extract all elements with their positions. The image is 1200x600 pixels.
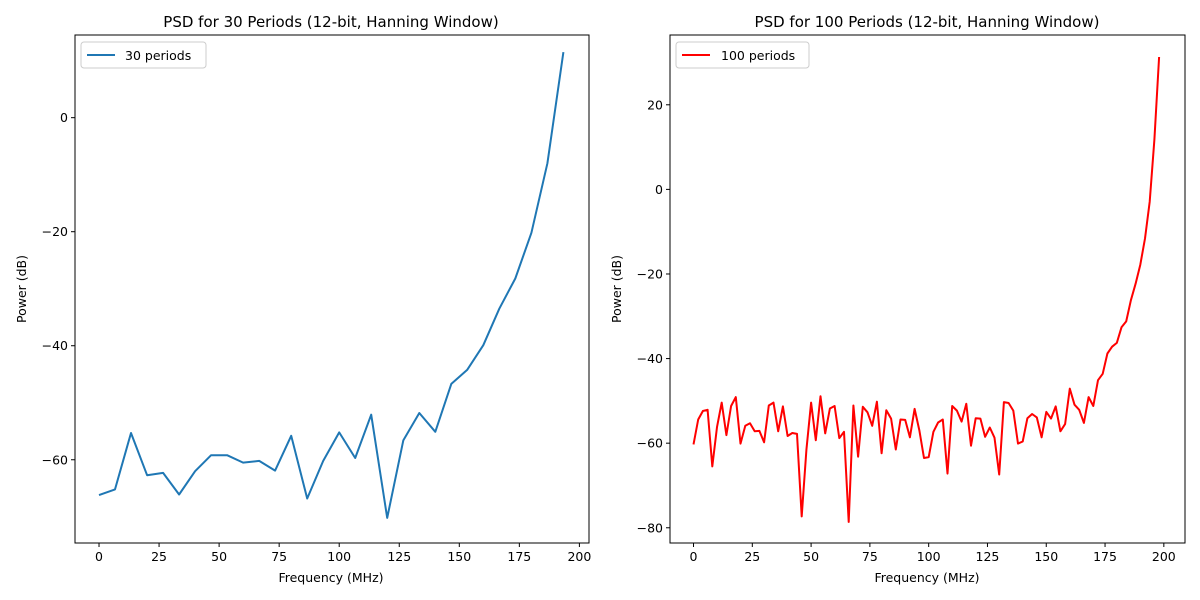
chart-title: PSD for 100 Periods (12-bit, Hanning Win…: [755, 13, 1100, 31]
y-tick-label: −80: [637, 520, 663, 535]
legend-box: [80, 41, 207, 69]
x-tick-label: 0: [95, 549, 103, 564]
series-line: [692, 56, 1161, 523]
x-tick-label: 50: [211, 549, 227, 564]
x-tick-label: 175: [1093, 549, 1117, 564]
legend-box: [675, 41, 810, 69]
x-tick-label: 125: [387, 549, 411, 564]
x-tick-label: 75: [862, 549, 878, 564]
y-tick-label: −20: [637, 266, 663, 281]
y-tick-label: −20: [42, 224, 68, 239]
chart-title: PSD for 30 Periods (12-bit, Hanning Wind…: [163, 13, 498, 31]
plot-area: [98, 51, 565, 519]
legend: 100 periods: [675, 41, 810, 69]
x-tick-label: 175: [507, 549, 531, 564]
y-axis-label: Power (dB): [609, 255, 624, 323]
y-tick-label: 20: [647, 97, 663, 112]
x-tick-label: 0: [690, 549, 698, 564]
x-axis-label: Frequency (MHz): [874, 570, 979, 585]
x-tick-label: 125: [976, 549, 1000, 564]
x-tick-label: 75: [271, 549, 287, 564]
y-axis-label: Power (dB): [14, 255, 29, 323]
chart-panel-100-periods: PSD for 100 Periods (12-bit, Hanning Win…: [609, 13, 1186, 585]
x-tick-label: 25: [744, 549, 760, 564]
legend-entry-label: 100 periods: [721, 48, 795, 63]
series-line: [98, 51, 565, 519]
x-tick-label: 150: [1034, 549, 1058, 564]
plot-area: [692, 56, 1161, 523]
y-tick-label: 0: [655, 182, 663, 197]
x-tick-label: 25: [151, 549, 167, 564]
legend-entry-label: 30 periods: [125, 48, 191, 63]
legend: 30 periods: [80, 41, 207, 69]
chart-panel-30-periods: PSD for 30 Periods (12-bit, Hanning Wind…: [14, 13, 591, 585]
x-tick-label: 150: [447, 549, 471, 564]
y-tick-label: −40: [637, 351, 663, 366]
y-tick-label: −60: [42, 452, 68, 467]
y-tick-label: −60: [637, 436, 663, 451]
x-tick-label: 50: [803, 549, 819, 564]
x-axis-label: Frequency (MHz): [278, 570, 383, 585]
y-tick-label: −40: [42, 338, 68, 353]
y-tick-label: 0: [60, 110, 68, 125]
x-tick-label: 200: [567, 549, 591, 564]
x-tick-label: 100: [327, 549, 351, 564]
axes-frame: [669, 34, 1186, 544]
x-tick-label: 100: [917, 549, 941, 564]
x-tick-label: 200: [1152, 549, 1176, 564]
axes-frame: [74, 34, 590, 544]
